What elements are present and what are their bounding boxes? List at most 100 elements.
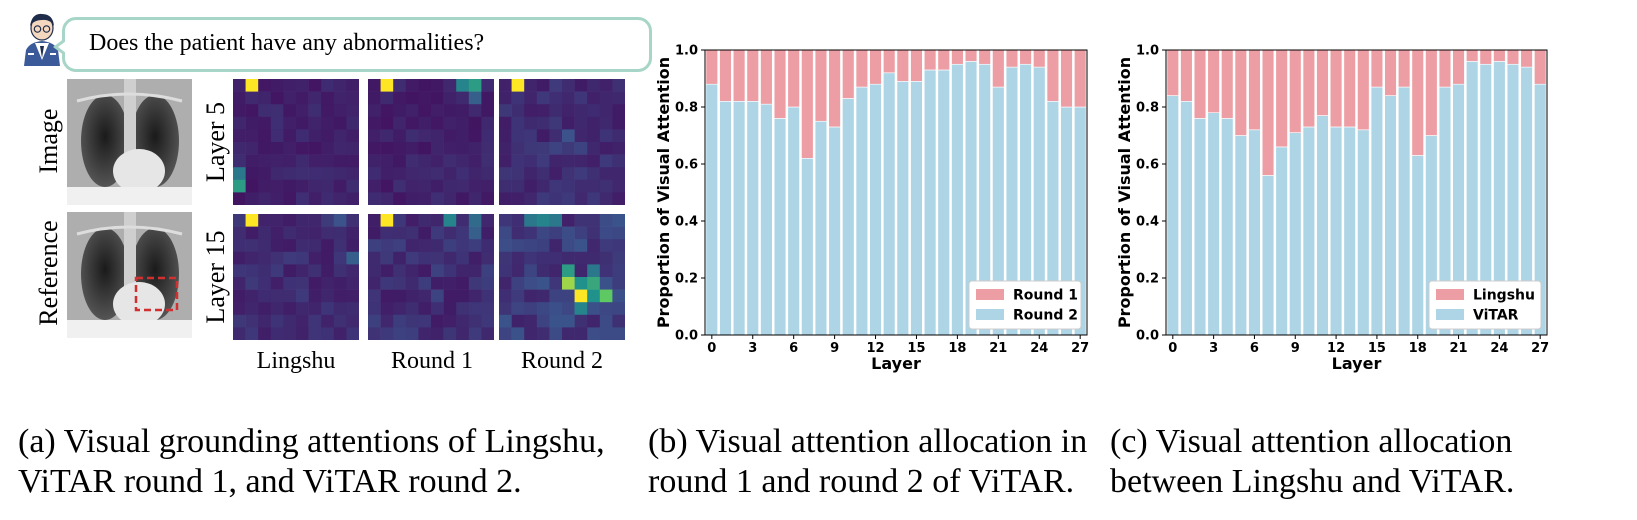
heatmap-cell [333, 192, 347, 205]
heatmap-cell [368, 327, 381, 340]
heatmap-cell [393, 167, 407, 181]
heatmap-cell [481, 142, 494, 155]
heatmap-cell [612, 277, 625, 290]
heatmap-cell [283, 239, 297, 253]
bar-lingshu [1520, 49, 1533, 68]
heatmap-cell [296, 167, 309, 181]
heatmap-cell [443, 91, 457, 105]
heatmap-cell [574, 302, 588, 316]
heatmap-cell [574, 192, 588, 205]
heatmap-cell [599, 79, 613, 92]
bar-round-2 [773, 118, 787, 336]
heatmap-cell [587, 154, 601, 168]
heatmap-cell [481, 314, 494, 328]
heatmap-cell [308, 289, 322, 303]
heatmap-lingshu-layer5 [233, 79, 359, 205]
heatmap-cell [536, 154, 550, 168]
heatmap-cell [599, 192, 613, 205]
heatmap-cell [308, 116, 322, 130]
y-tick-label: 0.2 [675, 272, 698, 287]
heatmap-cell [418, 327, 432, 340]
heatmap-cell [380, 302, 394, 316]
heatmap-cell [499, 226, 512, 240]
heatmap-cell [456, 289, 470, 303]
heatmap-cell [511, 142, 525, 155]
heatmap-cell [511, 251, 525, 265]
heatmap-cell [612, 239, 625, 253]
heatmap-cell [283, 214, 297, 227]
bar-round-1 [719, 49, 732, 102]
heatmap-cell [587, 104, 601, 118]
x-tick-label: 9 [1291, 341, 1300, 356]
heatmap-cell [468, 226, 482, 240]
heatmap-cell [536, 277, 550, 290]
bar-lingshu [1506, 49, 1520, 65]
heatmap-cell [431, 179, 444, 193]
heatmap-cell [468, 129, 482, 143]
heatmap-cell [612, 154, 625, 168]
heatmap-cell [511, 104, 525, 118]
heatmap-cell [333, 251, 347, 265]
heatmap-cell [536, 192, 550, 205]
heatmap-cell [346, 91, 359, 105]
bar-round-1 [828, 49, 841, 128]
heatmap-cell [270, 239, 284, 253]
heatmap-cell [456, 167, 470, 181]
heatmap-cell [346, 264, 359, 278]
heatmap-cell [405, 142, 419, 155]
bar-round-1 [773, 49, 787, 119]
heatmap-cell [536, 302, 550, 316]
heatmap-cell [368, 104, 381, 118]
heatmap-cell [283, 167, 297, 181]
heatmap-cell [270, 289, 284, 303]
heatmap-cell [587, 226, 601, 240]
x-tick-label: 24 [1490, 341, 1508, 356]
bar-round-1 [732, 49, 746, 102]
heatmap-cell [574, 214, 588, 227]
heatmap-cell [612, 116, 625, 130]
heatmap-cell [612, 226, 625, 240]
heatmap-cell [308, 277, 322, 290]
heatmap-cell [333, 264, 347, 278]
heatmap-cell [481, 327, 494, 340]
heatmap-cell [333, 167, 347, 181]
heatmap-cell [346, 226, 359, 240]
heatmap-cell [308, 129, 322, 143]
heatmap-cell [321, 239, 335, 253]
heatmap-cell [549, 314, 563, 328]
heatmap-cell [393, 226, 407, 240]
heatmap-cell [245, 226, 259, 240]
heatmap-cell [511, 116, 525, 130]
x-tick-label: 0 [1168, 341, 1177, 356]
heatmap-cell [587, 289, 601, 303]
heatmap-cell [562, 226, 575, 240]
heatmap-cell [270, 104, 284, 118]
heatmap-cell [574, 226, 588, 240]
heatmap-cell [418, 91, 432, 105]
x-tick-label: 24 [1030, 341, 1048, 356]
chest-xray-image [67, 79, 192, 205]
heatmap-cell [612, 142, 625, 155]
heatmap-cell [308, 239, 322, 253]
heatmap-cell [321, 142, 335, 155]
heatmap-cell [524, 116, 538, 130]
heatmap-cell [296, 214, 309, 227]
heatmap-cell [511, 264, 525, 278]
heatmap-cell [587, 167, 601, 181]
heatmap-cell [456, 302, 470, 316]
heatmap-cell [258, 129, 272, 143]
heatmap-cell [296, 154, 309, 168]
heatmap-cell [368, 289, 381, 303]
bar-lingshu [1452, 49, 1465, 85]
heatmap-cell [321, 226, 335, 240]
heatmap-cell [511, 167, 525, 181]
heatmap-cell [393, 239, 407, 253]
bar-round-2 [923, 69, 937, 336]
heatmap-cell [499, 277, 512, 290]
heatmap-cell [380, 154, 394, 168]
heatmap-cell [599, 327, 613, 340]
heatmap-cell [270, 226, 284, 240]
heatmap-cell [499, 264, 512, 278]
heatmap-cell [443, 129, 457, 143]
heatmap-cell [346, 142, 359, 155]
